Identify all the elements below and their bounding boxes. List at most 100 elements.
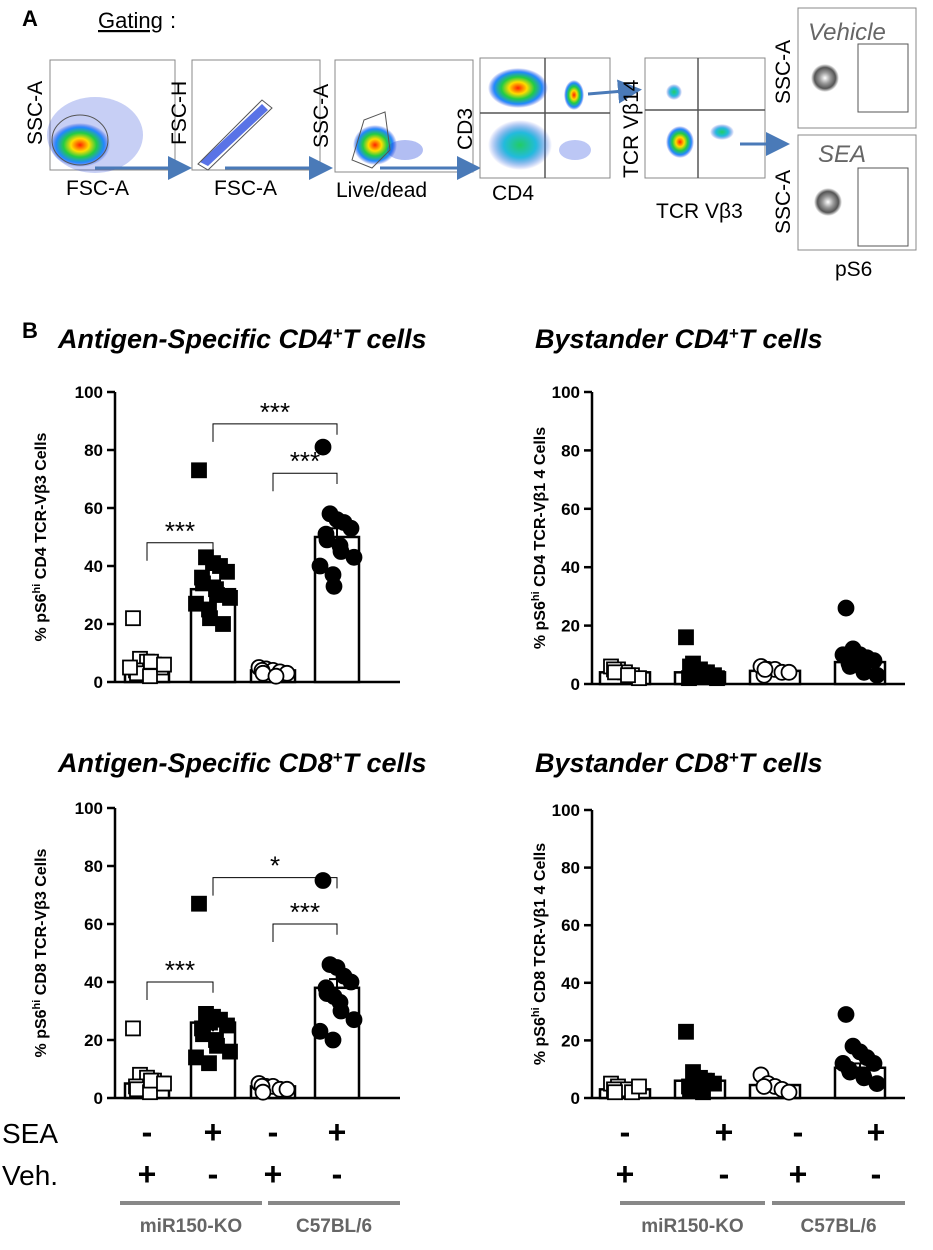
y-tick-label: 100 [552, 801, 580, 820]
data-point [868, 1075, 886, 1092]
data-point [143, 653, 159, 670]
veh-sign: + [264, 1156, 283, 1192]
sea-sign: - [620, 1114, 631, 1150]
data-point [156, 656, 172, 673]
data-point [834, 1055, 852, 1072]
chart-title-end: T cells [739, 748, 823, 778]
veh-sign: - [871, 1156, 882, 1192]
sea-sign: - [142, 1114, 153, 1150]
y-tick-label: 80 [84, 857, 103, 876]
flow-plot-4: CD3 CD4 [454, 57, 611, 205]
y-tick-label: 20 [84, 1031, 103, 1050]
data-point [332, 1002, 350, 1020]
data-point [278, 1080, 296, 1098]
y-tick-label: 20 [561, 617, 580, 636]
panel-b-letter: B [22, 318, 38, 343]
data-point [188, 595, 204, 612]
data-point [631, 1078, 647, 1095]
data-point [325, 577, 343, 595]
data-point [342, 973, 360, 991]
final-plot-sea-ylabel: SSC-A [772, 170, 795, 234]
data-point [209, 1037, 225, 1054]
significance-bracket [272, 472, 338, 492]
data-point [142, 668, 158, 685]
sea-sign: - [793, 1114, 804, 1150]
chart-title: Bystander CD4+T cells [535, 324, 823, 355]
y-axis-label: % pS6hi CD8 TCR-Vβ3 Cells [31, 848, 50, 1057]
data-point [780, 1083, 798, 1101]
data-point [678, 629, 694, 646]
chart-title-main: Antigen-Specific CD8 [57, 748, 333, 778]
y-tick-label: 0 [94, 673, 103, 692]
y-tick-label: 60 [84, 499, 103, 518]
sea-sign: + [204, 1114, 223, 1150]
panel-a-letter: A [22, 6, 38, 31]
y-axis-label: % pS6hi CD8 TCR-Vβ1 4 Cells [530, 843, 549, 1065]
data-point [202, 610, 218, 627]
data-point [254, 1083, 272, 1101]
data-point [678, 1023, 694, 1040]
chart-title-main: Bystander CD4 [535, 324, 729, 354]
row-label-sea: SEA [2, 1118, 58, 1149]
chart-title-sup: + [333, 324, 343, 343]
y-tick-label: 0 [571, 1089, 580, 1108]
final-plot-xlabel: pS6 [835, 258, 872, 281]
data-point [202, 1014, 218, 1031]
significance-label: * [270, 851, 280, 881]
flow-plot-2: FSC-H FSC-A [168, 59, 321, 200]
data-point [195, 575, 211, 592]
data-point [311, 557, 329, 575]
significance-label: *** [290, 446, 320, 476]
data-point [868, 666, 886, 684]
data-point [607, 664, 623, 681]
flow-plot-1-xlabel: FSC-A [66, 177, 129, 200]
data-point [314, 438, 332, 456]
flow-plot-3: SSC-A Live/dead [310, 59, 474, 202]
row-label-veh: Veh. [2, 1160, 58, 1191]
y-tick-label: 40 [84, 973, 103, 992]
flow-plot-4-xlabel: CD4 [492, 182, 534, 205]
data-point [201, 1055, 217, 1072]
final-plot-vehicle: Vehicle SSC-A [772, 7, 917, 129]
veh-sign: + [616, 1156, 635, 1192]
data-point [324, 1031, 342, 1049]
chart-4: Bystander CD8+T cells 0 20 40 60 80 100 % pS6hi… [530, 748, 905, 1108]
flow-plot-1-ylabel: SSC-A [24, 81, 47, 145]
data-point [222, 590, 238, 606]
data-point [607, 1084, 623, 1101]
final-plot-vehicle-label: Vehicle [808, 19, 886, 46]
significance-label: *** [165, 955, 195, 985]
significance-label: *** [260, 397, 290, 427]
veh-sign: + [138, 1156, 157, 1192]
data-point [219, 563, 235, 580]
final-plot-sea: SEA SSC-A [772, 134, 917, 251]
condition-table-right: - + - + + - + - miR150-KO C57BL/6 [616, 1114, 905, 1237]
data-point [125, 1020, 141, 1037]
y-tick-label: 20 [561, 1031, 580, 1050]
group-label: C57BL/6 [296, 1216, 372, 1237]
gating-colon: : [170, 8, 176, 33]
data-point [325, 988, 343, 1005]
chart-title-main: Bystander CD8 [535, 748, 729, 778]
y-tick-label: 100 [75, 799, 103, 818]
y-tick-label: 20 [84, 615, 103, 634]
flow-plot-3-xlabel: Live/dead [336, 179, 427, 202]
chart-title-sup: + [729, 324, 739, 343]
flow-plot-4-ylabel: CD3 [454, 108, 477, 150]
data-point [834, 646, 852, 664]
flow-plot-1: SSC-A FSC-A [24, 59, 176, 200]
chart-title: Bystander CD8+T cells [535, 748, 823, 779]
group-label: miR150-KO [641, 1216, 743, 1237]
veh-sign: - [719, 1156, 730, 1192]
data-point [620, 667, 636, 684]
y-tick-label: 80 [561, 859, 580, 878]
data-point [191, 462, 207, 479]
y-tick-label: 60 [84, 915, 103, 934]
y-tick-label: 80 [84, 441, 103, 460]
data-point [755, 1078, 773, 1095]
data-point [143, 1072, 159, 1089]
y-axis-label: % pS6hi CD4 TCR-Vβ1 4 Cells [530, 427, 549, 649]
y-tick-label: 40 [561, 558, 580, 577]
data-point [696, 667, 712, 684]
